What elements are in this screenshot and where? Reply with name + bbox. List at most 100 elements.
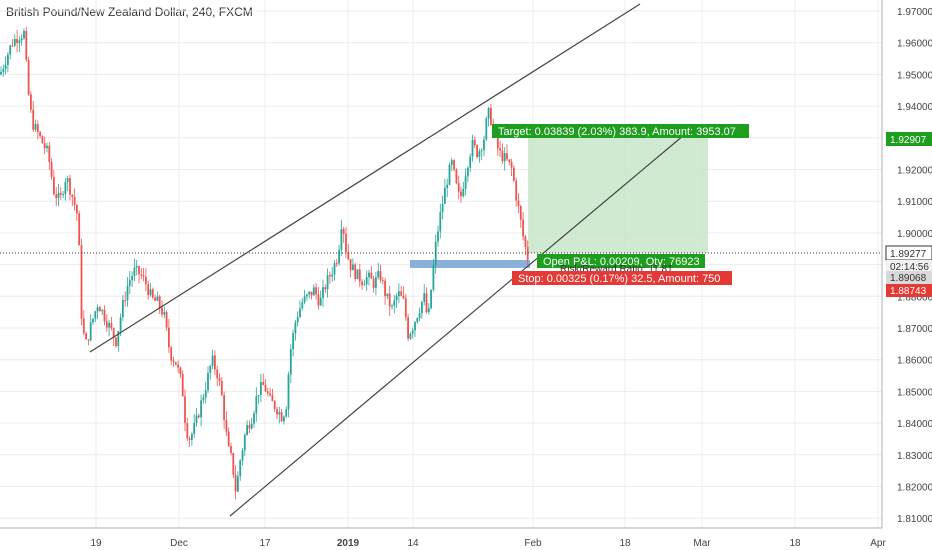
candle-body (262, 382, 265, 386)
candle-body (92, 318, 94, 323)
candle-body (73, 196, 76, 206)
candle-body (526, 247, 529, 260)
candle-body (96, 307, 99, 312)
time-tick-label: 19 (90, 538, 102, 549)
candle-body (186, 423, 189, 439)
candle-body (398, 291, 400, 297)
candle-body (524, 236, 527, 248)
candle-body (391, 305, 393, 307)
candle-body (315, 287, 317, 295)
candle-body (370, 272, 373, 279)
candle-body (34, 124, 37, 130)
candle-body (133, 267, 136, 277)
stop-label-box[interactable] (512, 271, 732, 285)
candle-body (312, 287, 315, 296)
candle-body (122, 300, 124, 318)
candle-body (16, 38, 18, 44)
time-tick-label: 2019 (337, 538, 360, 549)
candle-body (87, 339, 90, 341)
time-tick-label: 17 (259, 538, 271, 549)
candle-body (506, 153, 508, 160)
candle-body (124, 300, 127, 302)
candle-body (490, 107, 492, 125)
candle-body (140, 274, 143, 276)
price-tick-label: 1.85000 (897, 387, 932, 398)
candle-body (209, 365, 212, 373)
candle-body (216, 369, 219, 379)
candle-body (368, 272, 370, 278)
candle-body (303, 296, 306, 303)
price-tick-label: 1.95000 (897, 70, 932, 81)
loss-zone[interactable] (410, 260, 530, 268)
candle-body (326, 275, 329, 290)
stop-price-tag-text: 1.88743 (890, 286, 927, 297)
candle-body (195, 415, 198, 423)
channel-upper-line[interactable] (89, 3, 641, 353)
candle-body (246, 425, 248, 435)
candle-body (432, 265, 435, 290)
target-label-box[interactable] (492, 124, 749, 138)
candle-body (255, 396, 258, 414)
pnl-label-box[interactable] (537, 254, 705, 268)
candle-body (11, 45, 14, 47)
candle-body (197, 415, 200, 418)
candle-body (289, 349, 292, 375)
price-tick-label: 1.81000 (897, 514, 932, 525)
candle-body (119, 317, 122, 332)
candle-body (23, 31, 25, 39)
candle-body (467, 167, 469, 177)
candle-body (25, 31, 28, 60)
candle-body (354, 264, 357, 279)
candle-body (508, 159, 511, 162)
candle-body (101, 309, 104, 312)
time-axis[interactable]: 19 Dec 17 2019 14 Feb 18 Mar 18 Apr (90, 538, 886, 549)
candle-body (439, 212, 442, 232)
candle-body (496, 136, 499, 149)
candle-body (464, 176, 467, 189)
candle-body (151, 289, 154, 298)
candle-body (487, 107, 490, 119)
candle-body (414, 322, 416, 331)
candle-body (342, 229, 345, 234)
candle-body (13, 38, 16, 46)
candle-body (145, 276, 147, 285)
target-price-tag (886, 132, 932, 146)
candle-body (416, 318, 419, 323)
candle-body (188, 438, 191, 440)
candle-body (135, 266, 138, 268)
candle-body (448, 164, 451, 185)
time-tick-label: 18 (789, 538, 801, 549)
candle-body (388, 293, 391, 307)
candle-body (7, 54, 9, 65)
chart-title: British Pound/New Zealand Dollar, 240, F… (6, 5, 253, 19)
candle-body (232, 453, 235, 475)
candle-body (223, 395, 225, 421)
candle-body (174, 362, 177, 365)
channel-lower-line[interactable] (229, 129, 691, 517)
candle-body (409, 333, 412, 339)
candle-body (319, 297, 322, 306)
candle-body (214, 355, 216, 370)
candle-body (444, 187, 446, 204)
candle-body (112, 328, 115, 338)
candle-body (349, 259, 352, 271)
price-tick-label: 1.82000 (897, 483, 932, 494)
candle-body (156, 296, 159, 301)
candle-body (71, 194, 74, 197)
profit-zone[interactable] (528, 130, 708, 253)
candle-body (62, 194, 64, 196)
candle-body (227, 431, 230, 447)
stop-label: Stop: 0.00325 (0.17%) 32.5, Amount: 750 (518, 273, 720, 285)
candle-body (317, 294, 320, 306)
candle-body (308, 291, 311, 295)
candle-body (46, 145, 48, 149)
candle-body (234, 474, 237, 492)
candle-body (239, 460, 242, 477)
candle-body (294, 322, 297, 334)
candle-body (225, 420, 228, 432)
candle-body (80, 245, 83, 319)
stop-price-tag (886, 284, 932, 297)
candle-body (375, 277, 377, 288)
time-tick-label: Dec (170, 538, 188, 549)
